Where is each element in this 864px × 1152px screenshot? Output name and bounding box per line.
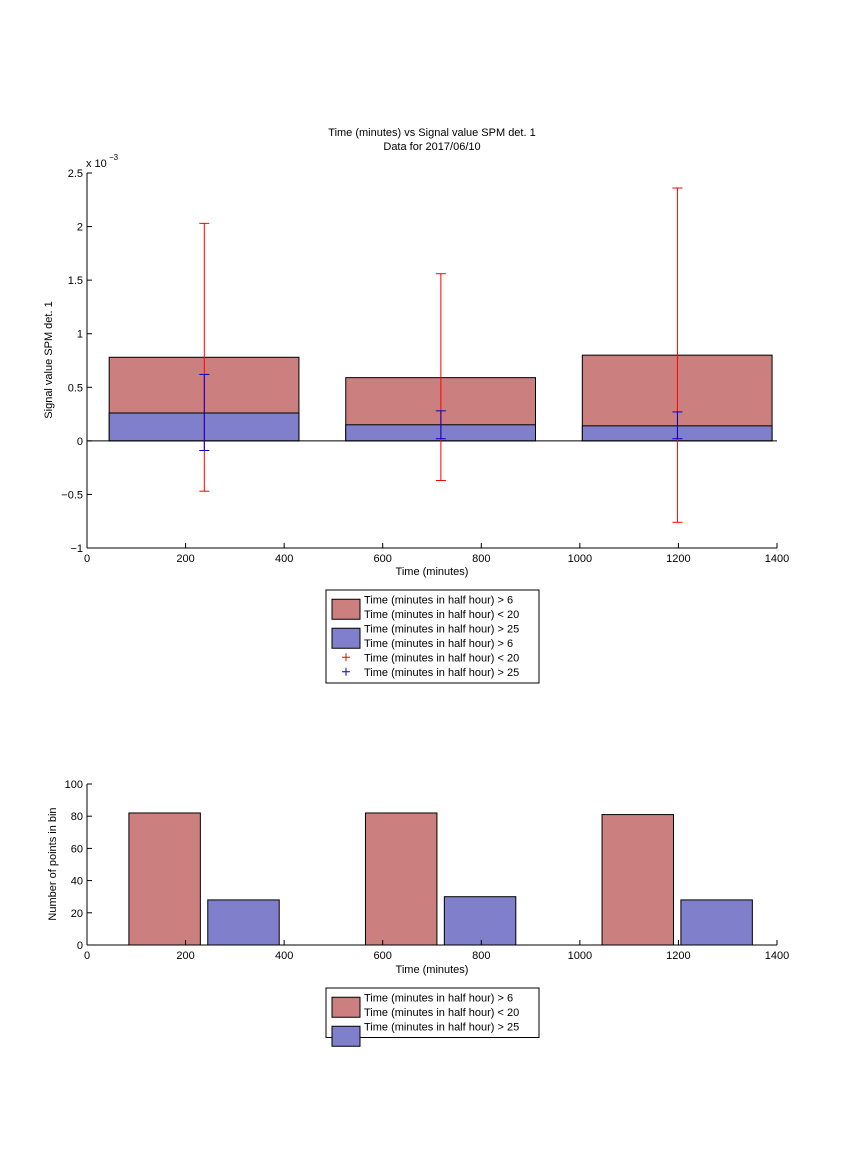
red-bar — [601, 814, 674, 946]
red-bar — [364, 812, 438, 946]
x-tick-label: 600 — [374, 553, 392, 565]
bar-layer — [128, 812, 753, 946]
y-tick-label: 60 — [71, 843, 83, 855]
legend-entry-text: Time (minutes in half hour) > 6 — [364, 594, 513, 606]
legend: Time (minutes in half hour) > 6 Time (min… — [325, 987, 540, 1047]
x-tick-label: 1400 — [765, 553, 789, 565]
legend-entry-text: Time (minutes in half hour) < 20 — [364, 652, 519, 664]
blue-legend-patch — [331, 1025, 361, 1047]
legend-entry-text: Time (minutes in half hour) > 6 — [364, 992, 513, 1004]
count-chart: 0 200 400 600 800 1000 1200 1400 0 20 40 60 80 100 Ti… — [47, 779, 790, 1047]
x-tick-label: 1200 — [666, 553, 690, 565]
x-tick-label: 400 — [275, 950, 293, 962]
x-tick-label: 0 — [84, 950, 90, 962]
blue-bar — [443, 896, 517, 946]
chart-title: Time (minutes) vs Signal value SPM det. … — [328, 127, 535, 139]
y-tick-label: 40 — [71, 876, 83, 888]
x-tick-label: 1000 — [568, 553, 592, 565]
red-legend-patch — [331, 996, 361, 1018]
y-tick-label: 2.5 — [68, 168, 83, 180]
bar-layer — [87, 354, 777, 442]
legend-box — [325, 987, 540, 1038]
y-exponent-label: x 10 −3 — [86, 153, 119, 170]
y-tick-label: 80 — [71, 811, 83, 823]
svg-text:−3: −3 — [109, 153, 119, 162]
errorbar-layer — [199, 187, 683, 523]
y-tick-label: 20 — [71, 908, 83, 920]
legend-entry-text: Time (minutes in half hour) > 25 — [364, 667, 519, 679]
x-tick-label: 1200 — [666, 950, 690, 962]
y-tick-label: −1 — [70, 543, 83, 555]
y-axis-label: Number of points in bin — [47, 807, 59, 920]
y-axis-label: Signal value SPM det. 1 — [43, 301, 55, 418]
y-tick-label: −0.5 — [61, 489, 83, 501]
x-tick-label: 200 — [176, 553, 194, 565]
blue-legend-patch — [331, 627, 361, 649]
x-tick-label: 400 — [275, 553, 293, 565]
signal-chart: Time (minutes) vs Signal value SPM det. … — [43, 127, 789, 684]
x-axis-label: Time (minutes) — [396, 566, 469, 578]
x-tick-label: 800 — [472, 950, 490, 962]
axes: 0 200 400 600 800 1000 1200 1400 0 20 40 60 80 100 — [65, 779, 790, 962]
chart-subtitle: Data for 2017/06/10 — [383, 141, 480, 153]
y-tick-label: 100 — [65, 779, 83, 791]
legend-entry-text: Time (minutes in half hour) > 6 — [364, 638, 513, 650]
x-tick-label: 600 — [374, 950, 392, 962]
legend-entry-text: Time (minutes in half hour) > 25 — [364, 1021, 519, 1033]
legend-entry-text: Time (minutes in half hour) < 20 — [364, 1007, 519, 1019]
blue-bar — [680, 899, 753, 946]
x-tick-label: 0 — [84, 553, 90, 565]
legend-entry-text: Time (minutes in half hour) < 20 — [364, 609, 519, 621]
y-tick-label: 0.5 — [68, 382, 83, 394]
blue-bar — [207, 899, 280, 946]
red-bar — [128, 812, 201, 946]
legend-box — [325, 589, 540, 684]
x-tick-label: 800 — [472, 553, 490, 565]
legend: Time (minutes in half hour) > 6 Time (min… — [325, 589, 540, 684]
red-legend-patch — [331, 598, 361, 620]
x-tick-label: 1000 — [568, 950, 592, 962]
x-tick-label: 200 — [176, 950, 194, 962]
svg-text:x 10: x 10 — [86, 158, 107, 170]
x-axis-label: Time (minutes) — [396, 964, 469, 976]
axes: 0 200 400 600 800 1000 1200 1400 −1 −0.5 0 0.5 1 1.5 2… — [61, 168, 789, 565]
y-tick-label: 0 — [77, 436, 83, 448]
legend-entry-text: Time (minutes in half hour) > 25 — [364, 623, 519, 635]
x-tick-label: 1400 — [765, 950, 789, 962]
y-tick-label: 0 — [77, 940, 83, 952]
y-tick-label: 1.5 — [68, 275, 83, 287]
y-tick-label: 2 — [77, 222, 83, 234]
y-tick-label: 1 — [77, 329, 83, 341]
